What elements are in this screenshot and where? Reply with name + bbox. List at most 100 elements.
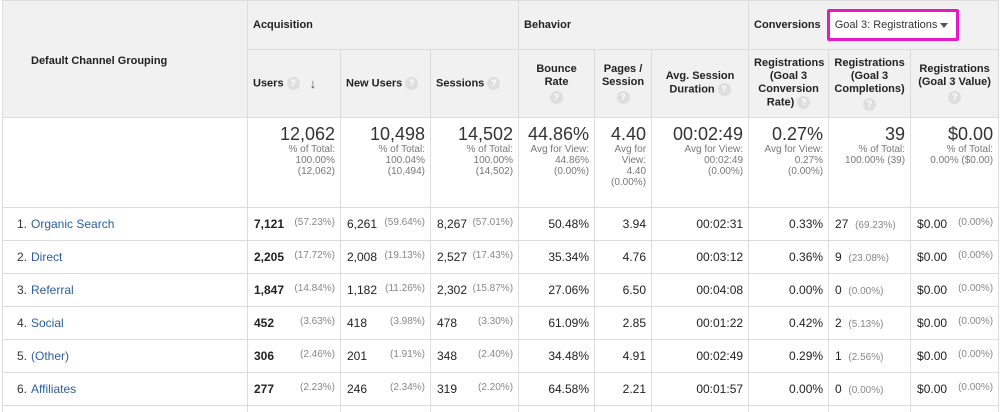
table-row: 4. Social 452 (3.63%) 418 (3.98%) 478 (3.30%… — [2, 306, 1000, 340]
goal-value-percent: (0.00%) — [958, 217, 994, 228]
help-icon[interactable]: ? — [405, 76, 419, 90]
table-row: 6. Affiliates 277 (2.23%) 246 (2.34%) 319 (2… — [2, 372, 1000, 406]
completions-percent: (23.08%) — [848, 253, 889, 264]
column-header-users[interactable]: Users? ↓ — [247, 49, 341, 118]
help-icon[interactable]: ? — [797, 96, 811, 110]
pages-session-cell: 3.94 — [594, 207, 653, 241]
partial-row — [2, 405, 1000, 412]
total-value: 12,062 — [279, 124, 335, 144]
goal-value-cell: $0.00 (0.00%) — [910, 273, 1000, 307]
channel-link[interactable]: Organic Search — [31, 217, 115, 231]
row-index: 2. — [17, 250, 28, 264]
completions-percent: (2.56%) — [848, 352, 884, 363]
new-users-value: 201 — [347, 349, 368, 363]
data-rows: 1. Organic Search 7,121 (57.23%) 6,261 (59.… — [2, 207, 1000, 412]
completions-percent: (5.13%) — [848, 319, 884, 330]
column-header-new-users[interactable]: New Users? — [340, 49, 431, 118]
users-cell: 452 (3.63%) — [247, 306, 341, 340]
dimension-header[interactable]: Default Channel Grouping — [2, 0, 248, 118]
empty-cell — [518, 405, 596, 412]
users-header-label: Users — [253, 77, 284, 90]
completions-cell: 2 (5.13%) — [828, 306, 912, 340]
total-sub: % of Total: 100.00% (39) — [845, 144, 906, 166]
pages-session-cell: 6.50 — [594, 273, 653, 307]
goal-value-percent: (0.00%) — [958, 316, 994, 327]
total-new-users: 10,498% of Total: 100.04% (10,494) — [340, 117, 431, 208]
help-icon[interactable]: ? — [550, 91, 564, 104]
new-users-cell: 418 (3.98%) — [340, 306, 431, 340]
goal-select-dropdown[interactable]: Goal 3: Registrations — [826, 9, 959, 41]
help-icon[interactable]: ? — [286, 76, 300, 90]
table-row: 5. (Other) 306 (2.46%) 201 (1.91%) 348 (2.40… — [2, 339, 1000, 373]
users-value: 7,121 — [254, 217, 285, 231]
total-value: 44.86% — [527, 124, 590, 144]
sessions-cell: 2,302 (15.87%) — [429, 273, 520, 307]
total-sub: % of Total: 100.00% (14,502) — [466, 144, 514, 177]
conversion-rate-header-label: Registrations (Goal 3 Conversion Rate) — [754, 57, 825, 109]
column-header-bounce-rate[interactable]: Bounce Rate? — [518, 49, 596, 118]
channel-link[interactable]: (Other) — [31, 349, 70, 363]
total-sub: Avg for View: 44.86% (0.00%) — [530, 144, 590, 177]
bounce-rate-cell: 64.58% — [518, 372, 596, 406]
row-index: 1. — [17, 217, 28, 231]
table-row: 1. Organic Search 7,121 (57.23%) 6,261 (59.… — [2, 207, 1000, 241]
users-value: 306 — [254, 349, 275, 363]
column-header-conversion-rate[interactable]: Registrations (Goal 3 Conversion Rate)? — [748, 49, 830, 118]
new-users-cell: 201 (1.91%) — [340, 339, 431, 373]
sessions-percent: (3.30%) — [478, 316, 514, 327]
channel-cell: 5. (Other) — [2, 339, 248, 373]
pages-session-header-label: Pages / Session — [601, 63, 645, 88]
completions-percent: (0.00%) — [848, 286, 884, 297]
sessions-cell: 319 (2.20%) — [429, 372, 520, 406]
table-row: 2. Direct 2,205 (17.72%) 2,008 (19.13%) 2,5… — [2, 240, 1000, 274]
completions-cell: 1 (2.56%) — [828, 339, 912, 373]
bounce-rate-cell: 35.34% — [518, 240, 596, 274]
completions-cell: 9 (23.08%) — [828, 240, 912, 274]
total-sessions: 14,502% of Total: 100.00% (14,502) — [429, 117, 520, 208]
users-percent: (2.23%) — [299, 382, 335, 393]
users-cell: 1,847 (14.84%) — [247, 273, 341, 307]
row-index: 5. — [17, 349, 28, 363]
goal-value: $0.00 — [917, 250, 948, 264]
new-users-value: 6,261 — [347, 217, 378, 231]
new-users-cell: 1,182 (11.26%) — [340, 273, 431, 307]
total-value: 4.40 — [610, 124, 647, 144]
goal-value: $0.00 — [917, 316, 948, 330]
total-bounce-rate: 44.86% Avg for View: 44.86% (0.00%) — [518, 117, 596, 208]
sort-descending-icon[interactable]: ↓ — [309, 75, 317, 91]
help-icon[interactable]: ? — [863, 97, 877, 111]
bounce-rate-header-label: Bounce Rate — [536, 63, 577, 88]
users-percent: (57.23%) — [294, 217, 335, 228]
column-header-pages-session[interactable]: Pages / Session? — [594, 49, 653, 118]
column-header-sessions[interactable]: Sessions? — [429, 49, 520, 118]
dimension-header-label: Default Channel Grouping — [31, 55, 168, 67]
column-header-avg-session-duration[interactable]: Avg. Session Duration? — [651, 49, 750, 118]
goal-value-cell: $0.00 (0.00%) — [910, 372, 1000, 406]
completions-percent: (69.23%) — [855, 220, 896, 231]
channel-link[interactable]: Social — [31, 316, 64, 330]
completions-percent: (0.00%) — [848, 385, 884, 396]
channel-link[interactable]: Affiliates — [31, 382, 77, 396]
column-header-completions[interactable]: Registrations (Goal 3 Completions)? — [828, 49, 912, 118]
help-icon[interactable]: ? — [616, 91, 630, 104]
bounce-rate-cell: 61.09% — [518, 306, 596, 340]
channel-link[interactable]: Referral — [31, 283, 74, 297]
help-icon[interactable]: ? — [717, 83, 731, 97]
completions-cell: 0 (0.00%) — [828, 372, 912, 406]
completions-cell: 0 (0.00%) — [828, 273, 912, 307]
goal-select-value: Goal 3: Registrations — [834, 19, 938, 31]
new-users-header-label: New Users — [346, 77, 403, 90]
users-value: 277 — [254, 382, 275, 396]
totals-row: 12,062% of Total: 100.00% (12,062) 10,49… — [2, 117, 1000, 208]
completions-value: 1 — [835, 349, 842, 363]
sessions-value: 319 — [437, 382, 458, 396]
completions-value: 0 — [835, 382, 842, 396]
help-icon[interactable]: ? — [487, 76, 501, 90]
help-icon[interactable]: ? — [948, 91, 962, 104]
total-conversion-rate: 0.27% Avg for View: 0.27% (0.00%) — [748, 117, 830, 208]
column-header-goal-value[interactable]: Registrations (Goal 3 Value)? — [910, 49, 1000, 118]
table-row: 3. Referral 1,847 (14.84%) 1,182 (11.26%) 2… — [2, 273, 1000, 307]
channel-cell: 2. Direct — [2, 240, 248, 274]
total-pages-session: 4.40 Avg for View: 4.40 (0.00%) — [594, 117, 653, 208]
channel-link[interactable]: Direct — [31, 250, 63, 264]
